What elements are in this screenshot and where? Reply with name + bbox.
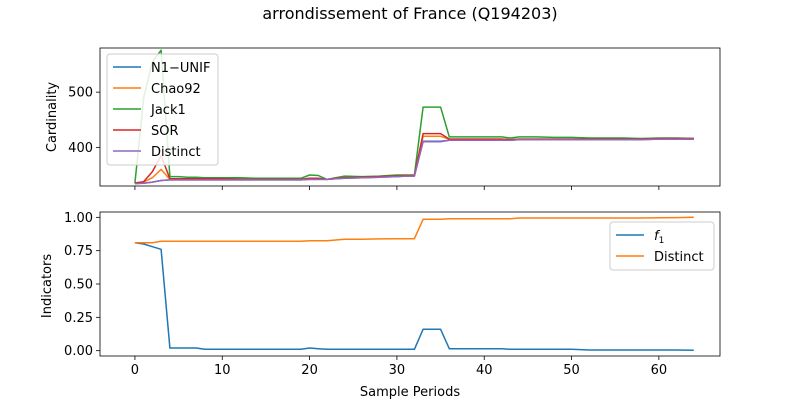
- indicators-panel: 0 10 20 30 40 50 60 0.00 0.25 0.50 0.75 1.00 f1 Disti…: [64, 211, 721, 378]
- bottom-legend-label: f1: [654, 229, 664, 246]
- top-legend-label: Jack1: [150, 103, 186, 118]
- cardinality-panel: 400 500 N1−UNIF Chao92 Jack1 SOR Distinct: [68, 47, 721, 190]
- bottom-y-tick-label: 1.00: [64, 211, 93, 226]
- x-tick-label: 60: [651, 363, 668, 378]
- top-y-axis-label: Cardinality: [45, 82, 60, 153]
- x-tick-label: 10: [214, 363, 231, 378]
- bottom-y-tick-label: 0.50: [64, 278, 93, 293]
- top-legend-label: Distinct: [151, 145, 201, 160]
- x-axis-label: Sample Periods: [360, 385, 460, 400]
- top-series-line-2: [134, 49, 694, 184]
- bottom-series-line-1: [134, 216, 694, 244]
- bottom-y-tick-label: 0.75: [64, 244, 93, 259]
- bottom-legend-label: Distinct: [654, 250, 704, 265]
- chart-title: arrondissement of France (Q194203): [262, 4, 557, 23]
- top-legend-label: Chao92: [151, 82, 201, 97]
- bottom-series-line-0: [134, 241, 694, 352]
- top-y-tick-label: 500: [68, 86, 93, 101]
- bottom-y-tick-label: 0.00: [64, 344, 93, 359]
- x-tick-label: 40: [476, 363, 493, 378]
- top-y-tick-label: 400: [68, 141, 93, 156]
- bottom-legend: [609, 221, 715, 271]
- x-tick-label: 50: [563, 363, 580, 378]
- x-tick-label: 0: [131, 363, 139, 378]
- bottom-y-axis-label: Indicators: [40, 254, 55, 318]
- bottom-y-tick-label: 0.25: [64, 311, 93, 326]
- x-tick-label: 30: [389, 363, 406, 378]
- top-legend-label: SOR: [151, 124, 179, 139]
- top-legend: [106, 53, 219, 166]
- top-legend-label: N1−UNIF: [151, 61, 210, 76]
- top-series-line-4: [134, 138, 694, 185]
- top-axes-frame: [99, 47, 721, 187]
- x-tick-label: 20: [301, 363, 318, 378]
